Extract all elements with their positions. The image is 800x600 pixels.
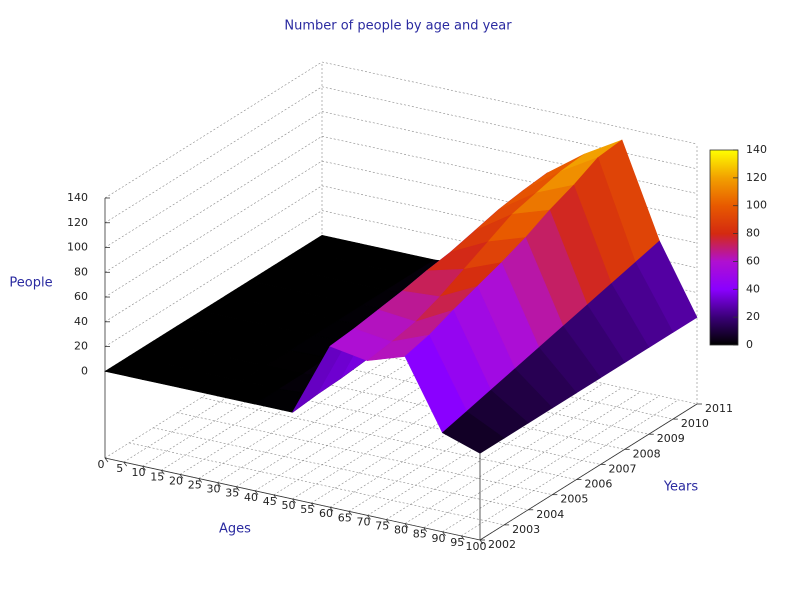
grid-line [104,86,323,224]
x-tick [235,486,240,491]
cb-tick-label: 80 [746,227,760,240]
x-tick [310,502,315,508]
x-tick-label: 45 [263,495,277,508]
x-tick-label: 95 [450,536,464,549]
grid-line [461,399,679,537]
color-box [709,149,739,346]
y-tick-label: 2006 [584,478,612,491]
grid-line [404,387,623,524]
chart-title: Number of people by age and year [284,19,512,34]
grid-line [104,185,323,323]
x-tick [292,498,296,504]
x-tick [160,470,165,475]
x-tick [348,511,353,516]
x-tick [367,515,371,520]
x-tick-label: 10 [132,466,146,479]
y-tick-label: 2009 [657,432,685,445]
x-tick-label: 75 [375,520,389,533]
x-tick [198,478,203,483]
cb-tick-label: 140 [746,143,767,156]
y-axis-label: Years [663,480,699,495]
x-tick-label: 50 [282,499,296,512]
y-tick-label: 2007 [609,462,637,475]
z-tick-label: 60 [74,290,88,303]
x-tick [329,506,334,512]
axis-line [479,403,698,541]
x-tick-label: 55 [300,503,314,516]
x-tick-label: 90 [432,532,446,545]
cb-tick-label: 0 [746,338,753,351]
x-tick-label: 25 [188,479,202,492]
grid-line [321,86,698,170]
z-tick-label: 100 [67,241,88,254]
y-tick-label: 2010 [681,417,709,430]
y-tick-label: 2005 [560,493,588,506]
z-tick-label: 140 [67,191,88,204]
grid-line [321,111,698,194]
grid-line [386,383,604,520]
x-tick-label: 40 [244,491,258,504]
x-tick [442,531,446,537]
x-tick-label: 30 [207,483,221,496]
x-tick [123,461,128,467]
x-tick-label: 0 [98,458,105,471]
grid-line [198,342,416,479]
x-tick [179,474,184,479]
x-tick-label: 5 [116,462,123,475]
grid-line [104,111,323,248]
z-tick-label: 120 [67,216,88,229]
grid-line [104,160,323,298]
grid-line [104,210,323,347]
y-tick-label: 2008 [633,447,661,460]
grid-line [104,61,323,199]
y-tick-label: 2004 [536,508,564,521]
x-tick-label: 35 [225,487,239,500]
z-axis-label: People [9,276,52,291]
y-tick-label: 2011 [705,402,733,415]
grid-line [217,346,435,483]
x-tick [254,490,259,496]
x-tick-label: 80 [394,524,408,537]
x-tick [273,494,278,500]
y-tick-label: 2002 [488,538,516,551]
x-tick-label: 65 [338,511,352,524]
x-tick [385,519,390,524]
z-tick-label: 0 [81,364,88,377]
x-tick-label: 100 [466,540,487,553]
x-tick [142,465,146,471]
x-tick-label: 15 [150,470,164,483]
cb-tick-label: 60 [746,254,760,267]
cb-tick-label: 20 [746,310,760,323]
surface-quad [441,411,505,454]
z-tick-label: 20 [74,340,88,353]
x-tick-label: 20 [169,474,183,487]
z-tick-label: 40 [74,315,88,328]
x-tick [479,539,484,545]
cb-tick-label: 40 [746,282,760,295]
y-tick-label: 2003 [512,523,540,536]
grid-line [321,61,698,145]
x-axis-label: Ages [219,522,251,537]
x-tick [460,535,465,541]
x-tick-label: 85 [413,528,427,541]
cb-tick-label: 120 [746,171,767,184]
x-tick [104,457,109,463]
cb-tick-label: 100 [746,199,767,212]
x-tick [404,523,409,528]
grid-line [442,395,660,533]
grid-line [104,136,323,273]
z-tick-label: 80 [74,265,88,278]
x-tick-label: 70 [357,515,371,528]
x-tick [423,527,428,532]
x-tick-label: 60 [319,507,333,520]
grid-line [423,391,641,528]
x-tick [217,482,221,487]
